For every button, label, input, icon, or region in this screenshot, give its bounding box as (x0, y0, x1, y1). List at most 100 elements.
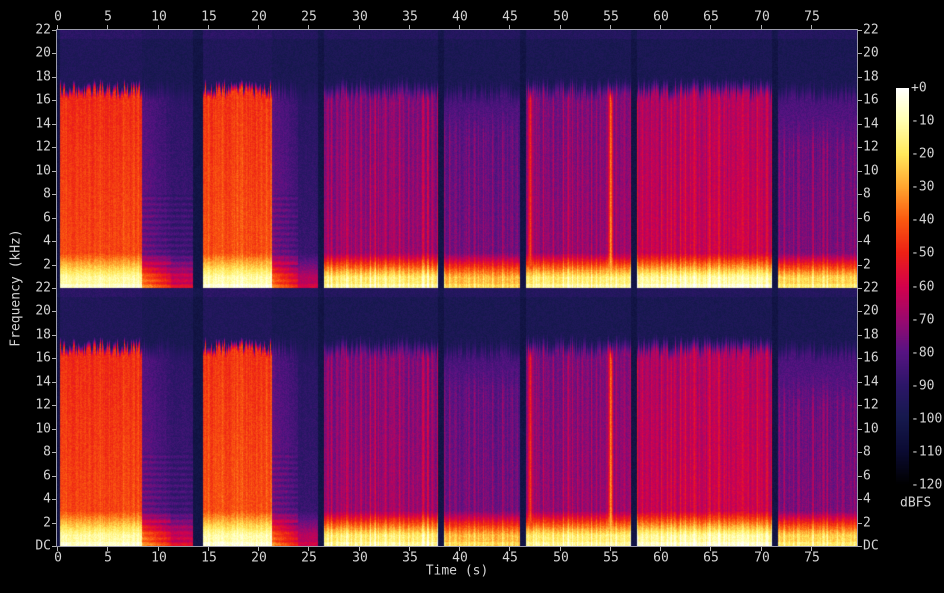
freq-tick-label-left: 20 (35, 303, 51, 319)
colorbar-title: dBFS (900, 495, 932, 511)
time-tick-top (258, 25, 259, 29)
time-tick-bottom (158, 547, 159, 551)
colorbar-tick-label: -60 (911, 279, 935, 295)
freq-tick-label-right: 6 (863, 468, 871, 484)
time-tick-label-bottom: 75 (804, 550, 820, 566)
freq-tick-right (858, 265, 862, 266)
freq-tick-left (52, 30, 56, 31)
freq-tick-label-right: 22 (863, 22, 879, 38)
time-tick-top (509, 25, 510, 29)
colorbar-tick-label: -70 (911, 312, 935, 328)
freq-tick-label-right: 12 (863, 139, 879, 155)
time-tick-bottom (459, 547, 460, 551)
freq-tick-label-right: 2 (863, 257, 871, 273)
freq-tick-label-left: 18 (35, 327, 51, 343)
freq-tick-label-right: 8 (863, 444, 871, 460)
colorbar-tick-label: -30 (911, 179, 935, 195)
freq-tick-left (52, 171, 56, 172)
time-tick-bottom (107, 547, 108, 551)
freq-tick-left (52, 429, 56, 430)
time-tick-top (57, 25, 58, 29)
freq-tick-right (858, 53, 862, 54)
freq-tick-left (52, 382, 56, 383)
colorbar-tick-label: -80 (911, 345, 935, 361)
freq-tick-right (858, 194, 862, 195)
time-tick-label-top: 5 (104, 9, 112, 25)
freq-tick-label-left: 8 (43, 444, 51, 460)
freq-tick-right (858, 241, 862, 242)
freq-tick-right (858, 358, 862, 359)
time-tick-bottom (811, 547, 812, 551)
colorbar-tick-label: -90 (911, 378, 935, 394)
freq-tick-right (858, 100, 862, 101)
time-tick-label-top: 0 (54, 9, 62, 25)
time-tick-bottom (57, 547, 58, 551)
colorbar-tick-label: -10 (911, 113, 935, 129)
freq-tick-left (52, 476, 56, 477)
freq-tick-right (858, 124, 862, 125)
freq-tick-label-right: 18 (863, 327, 879, 343)
freq-tick-label-left: 20 (35, 45, 51, 61)
time-tick-label-bottom: 30 (352, 550, 368, 566)
freq-tick-label-left: 10 (35, 163, 51, 179)
freq-tick-right (858, 452, 862, 453)
time-tick-bottom (509, 547, 510, 551)
time-tick-top (359, 25, 360, 29)
freq-tick-label-left: 18 (35, 69, 51, 85)
freq-tick-label-right: 16 (863, 350, 879, 366)
freq-tick-label-right: 20 (863, 45, 879, 61)
time-tick-bottom (258, 547, 259, 551)
time-tick-bottom (208, 547, 209, 551)
freq-tick-left (52, 53, 56, 54)
time-tick-top (761, 25, 762, 29)
colorbar-tick-label: -120 (911, 477, 943, 493)
freq-tick-label-right: 14 (863, 374, 879, 390)
time-tick-bottom (560, 547, 561, 551)
time-tick-label-top: 35 (402, 9, 418, 25)
freq-tick-right (858, 546, 862, 547)
time-tick-bottom (610, 547, 611, 551)
freq-tick-label-right: 18 (863, 69, 879, 85)
freq-tick-label-left: 4 (43, 491, 51, 507)
freq-tick-left (52, 77, 56, 78)
time-tick-label-bottom: 60 (653, 550, 669, 566)
time-tick-bottom (308, 547, 309, 551)
freq-tick-label-right: 12 (863, 397, 879, 413)
spectrogram-canvas (57, 30, 857, 546)
time-tick-label-bottom: 0 (54, 550, 62, 566)
time-tick-label-bottom: 10 (151, 550, 167, 566)
colorbar-tick-label: -40 (911, 212, 935, 228)
freq-tick-left (52, 452, 56, 453)
freq-tick-label-left: 4 (43, 233, 51, 249)
time-tick-top (560, 25, 561, 29)
colorbar-tick-label: -100 (911, 411, 943, 427)
freq-tick-right (858, 147, 862, 148)
freq-tick-right (858, 429, 862, 430)
time-tick-label-bottom: 70 (754, 550, 770, 566)
freq-tick-label-left: 6 (43, 468, 51, 484)
freq-tick-label-left: 12 (35, 397, 51, 413)
freq-tick-label-left: 14 (35, 116, 51, 132)
time-tick-label-top: 55 (603, 9, 619, 25)
time-tick-bottom (660, 547, 661, 551)
freq-tick-left (52, 100, 56, 101)
freq-tick-label-left: 2 (43, 515, 51, 531)
freq-tick-label-right: 8 (863, 186, 871, 202)
plot-frame (56, 29, 858, 547)
freq-tick-right (858, 288, 862, 289)
freq-tick-label-left: 10 (35, 421, 51, 437)
freq-tick-right (858, 218, 862, 219)
time-tick-label-top: 65 (703, 9, 719, 25)
freq-tick-label-left: 12 (35, 139, 51, 155)
time-tick-label-bottom: 50 (553, 550, 569, 566)
time-tick-label-bottom: 25 (301, 550, 317, 566)
time-tick-label-bottom: 55 (603, 550, 619, 566)
time-tick-top (459, 25, 460, 29)
time-tick-top (660, 25, 661, 29)
time-tick-label-top: 40 (452, 9, 468, 25)
time-tick-label-top: 70 (754, 9, 770, 25)
freq-tick-label-right: 2 (863, 515, 871, 531)
time-tick-bottom (359, 547, 360, 551)
time-tick-label-top: 15 (201, 9, 217, 25)
